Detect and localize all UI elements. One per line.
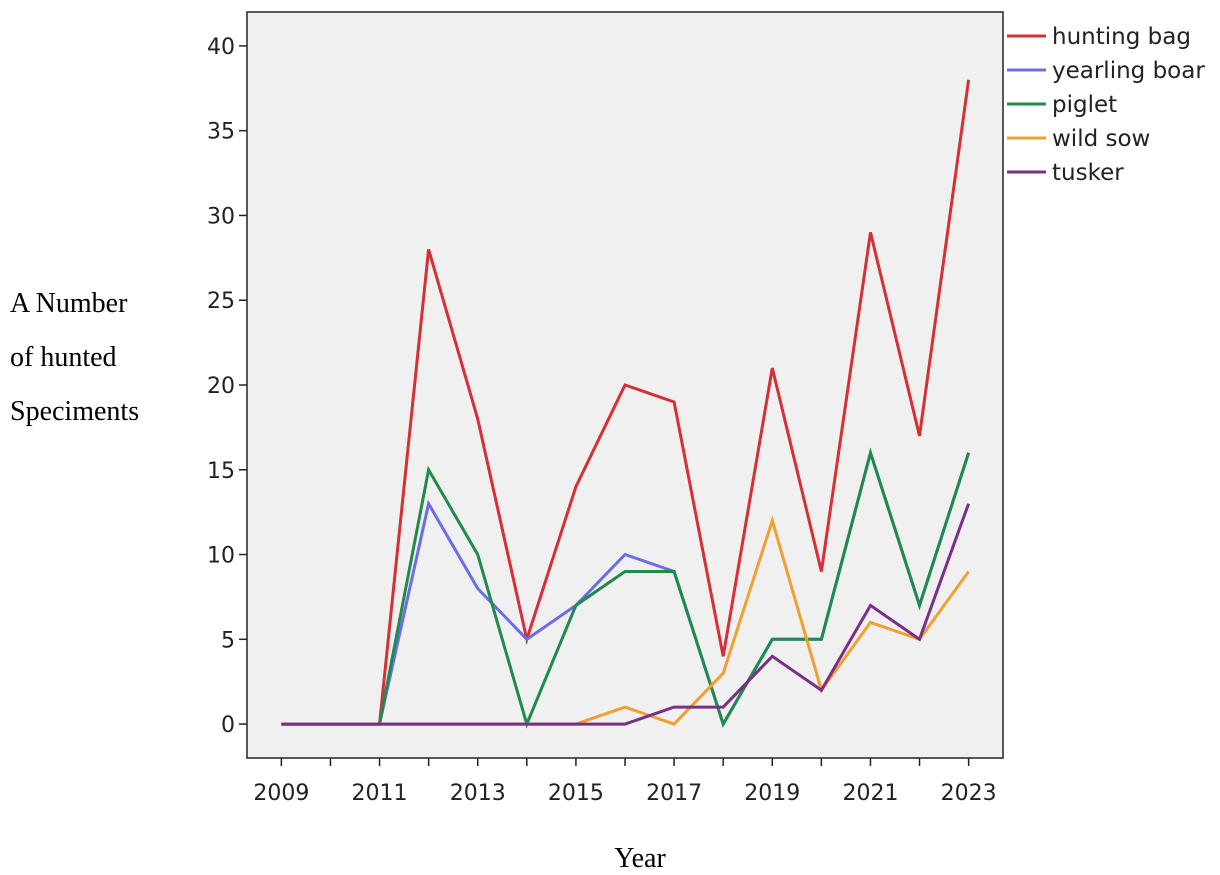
y-tick-label: 15 — [207, 459, 235, 484]
legend-label-tusker: tusker — [1052, 160, 1124, 186]
x-axis: 2009 2011 2013 2015 2017 2019 2021 2023 — [253, 758, 997, 806]
x-tick-label: 2021 — [842, 781, 898, 806]
y-axis-label-line-2: of hunted — [10, 342, 117, 373]
y-axis-label-line-1: A Number — [10, 288, 128, 319]
x-tick-label: 2015 — [548, 781, 604, 806]
series-line-tusker — [281, 503, 971, 726]
legend-label-hunting-bag: hunting bag — [1052, 24, 1191, 50]
x-tick-label: 2011 — [352, 781, 408, 806]
x-tick-label: 2013 — [450, 781, 506, 806]
x-tick-label: 2017 — [646, 781, 702, 806]
legend: hunting bag yearling boar piglet wild sow tu… — [1007, 24, 1205, 186]
series-layer — [281, 79, 971, 729]
y-axis: 0 5 10 15 20 25 30 35 40 — [207, 35, 247, 738]
y-tick-label: 20 — [207, 374, 235, 399]
x-tick-label: 2023 — [941, 781, 997, 806]
y-tick-label: 0 — [221, 713, 235, 738]
x-axis-label: Year — [614, 843, 666, 874]
y-tick-label: 35 — [207, 120, 235, 145]
y-tick-label: 40 — [207, 35, 235, 60]
y-tick-label: 5 — [221, 628, 235, 653]
x-tick-label: 2009 — [253, 781, 309, 806]
y-tick-label: 30 — [207, 204, 235, 229]
y-tick-label: 25 — [207, 289, 235, 314]
legend-label-yearling-boar: yearling boar — [1052, 58, 1205, 84]
legend-label-piglet: piglet — [1052, 92, 1117, 118]
series-line-piglet — [281, 447, 971, 729]
y-tick-label: 10 — [207, 544, 235, 569]
x-tick-label: 2019 — [744, 781, 800, 806]
y-axis-label-line-3: Speciments — [10, 396, 140, 427]
series-line-hunting-bag — [281, 79, 971, 726]
legend-label-wild-sow: wild sow — [1052, 126, 1150, 152]
